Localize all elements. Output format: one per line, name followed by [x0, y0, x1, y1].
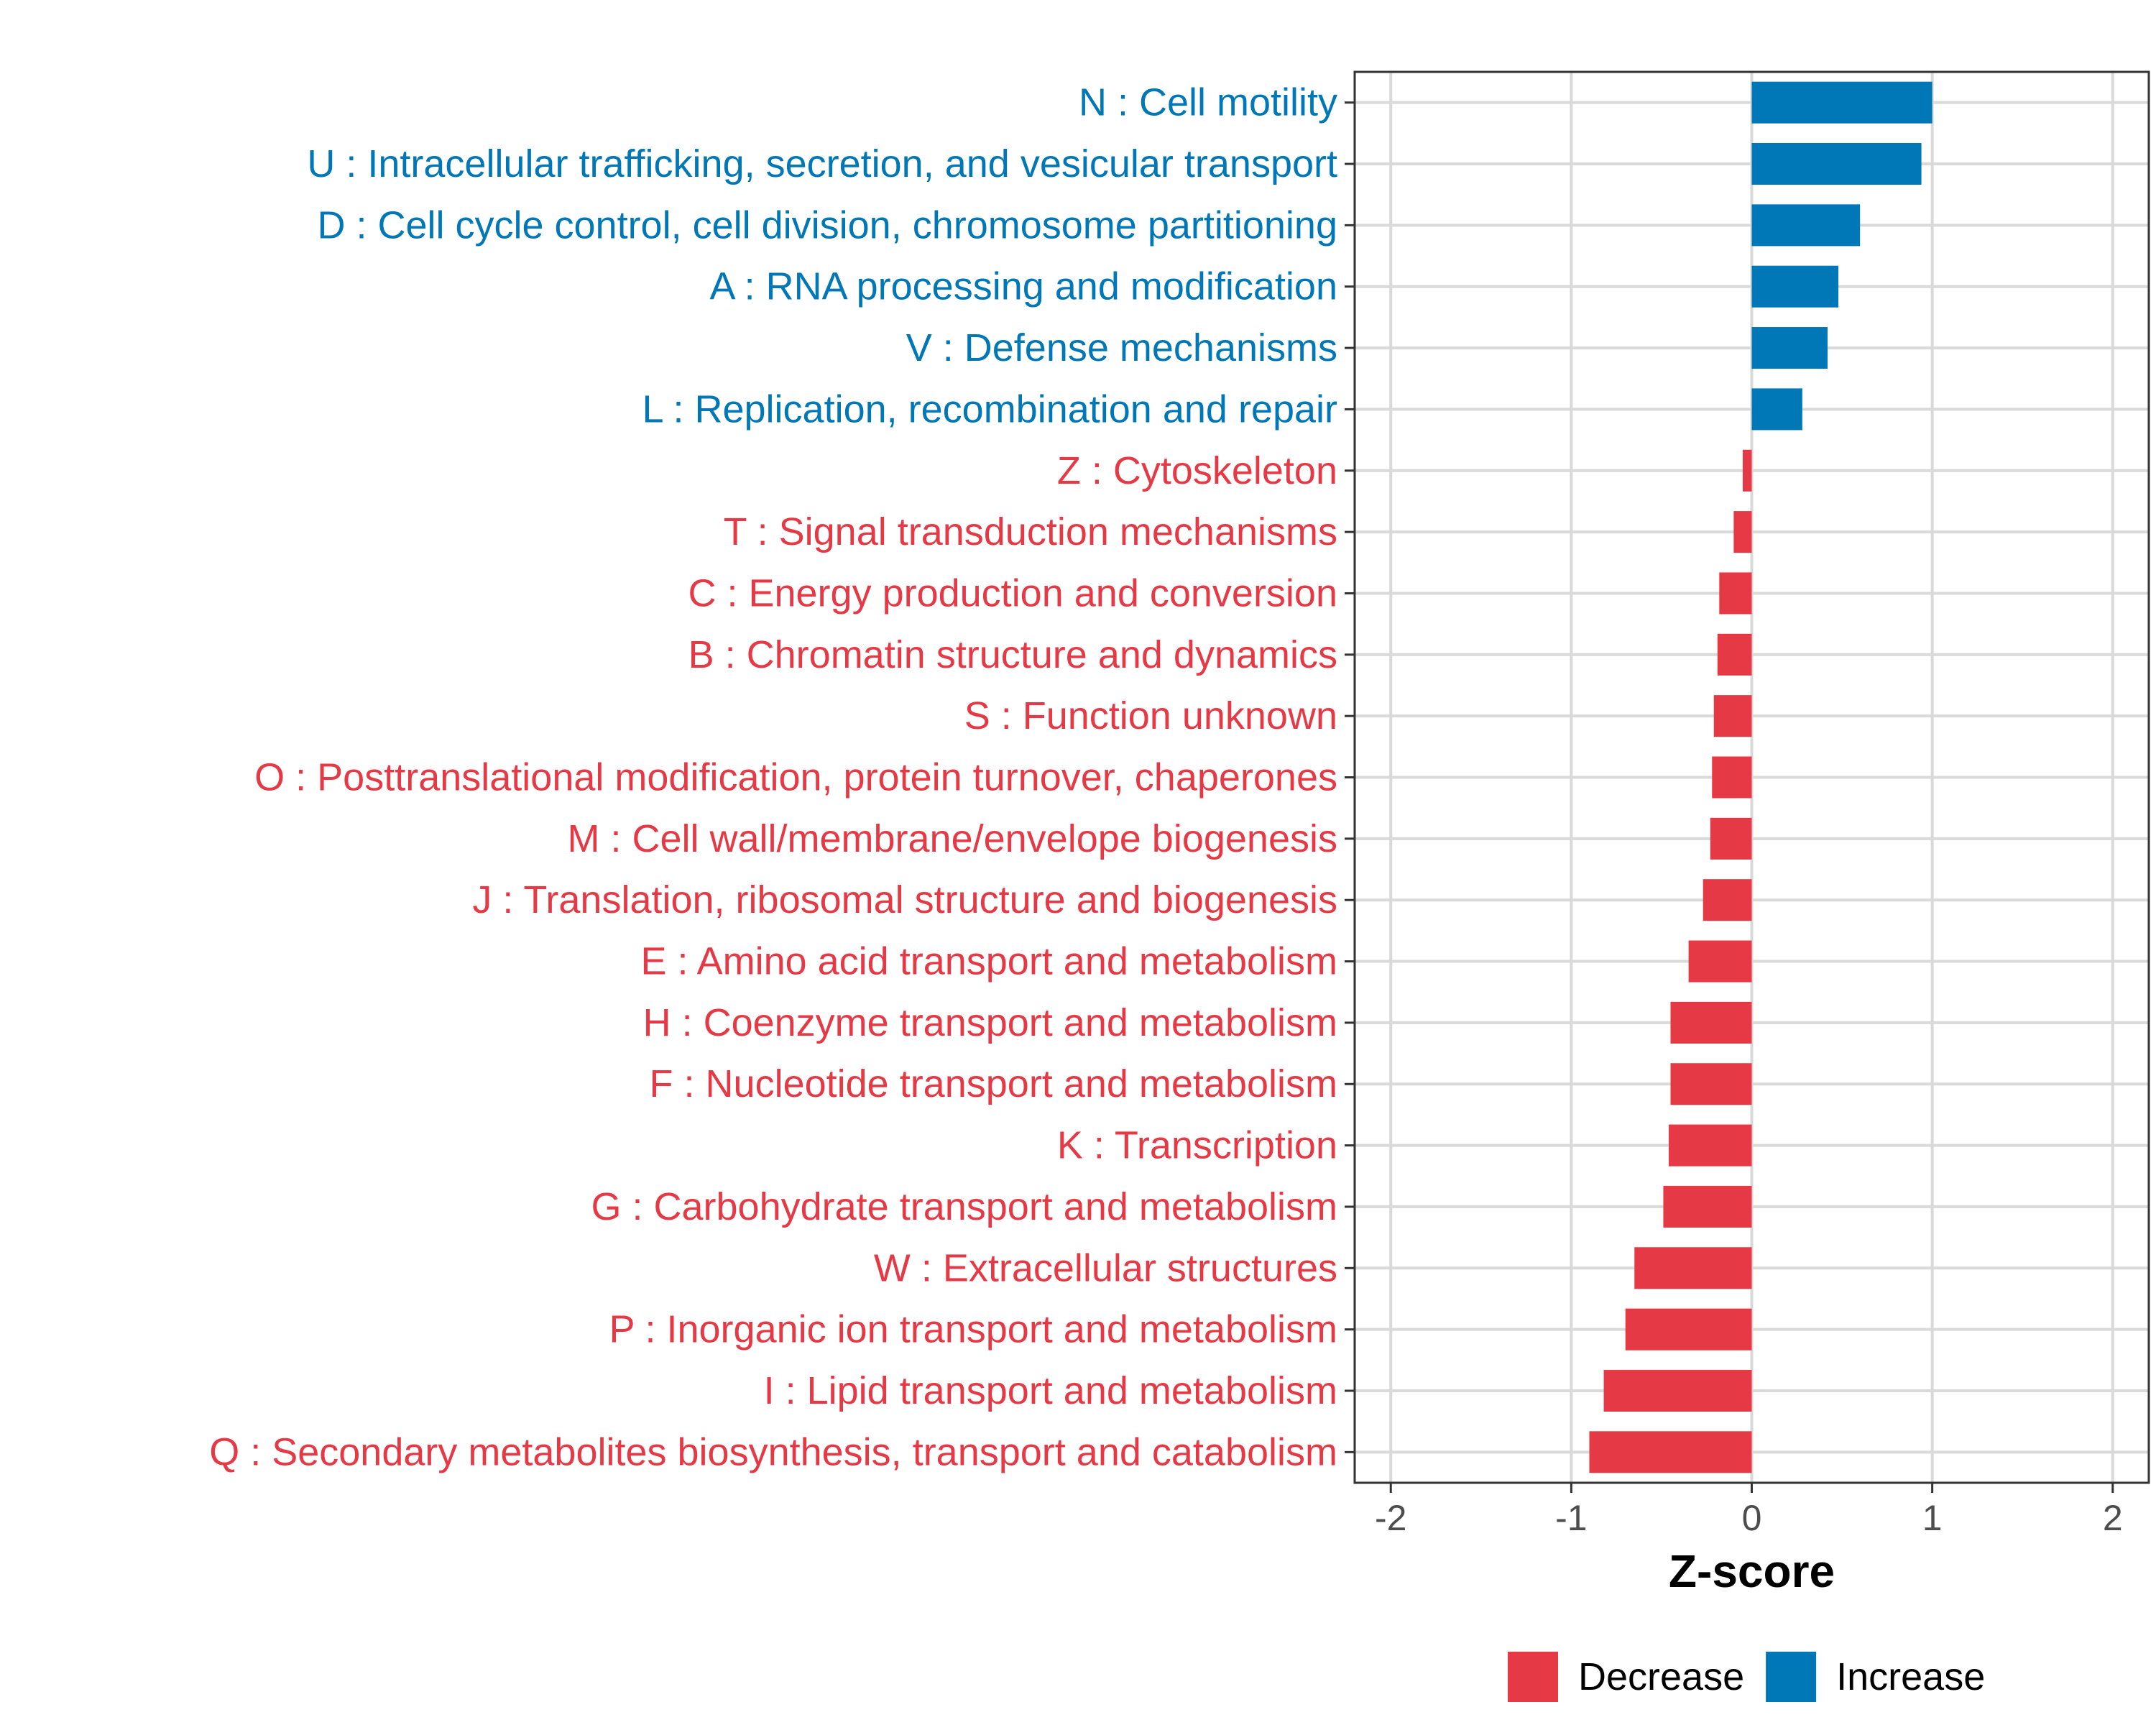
bar [1733, 511, 1752, 553]
bar [1751, 265, 1839, 308]
y-tick-label: E : Amino acid transport and metabolism [641, 940, 1337, 983]
y-tick-label: P : Inorganic ion transport and metaboli… [609, 1308, 1337, 1351]
y-tick-label: M : Cell wall/membrane/envelope biogenes… [567, 817, 1337, 860]
x-axis: -2 -1 0 1 2 [1375, 1483, 2123, 1538]
y-tick-label: U : Intracellular trafficking, secretion… [307, 142, 1337, 185]
y-tick-label: G : Carbohydrate transport and metabolis… [591, 1185, 1338, 1228]
y-tick-label: I : Lipid transport and metabolism [764, 1369, 1337, 1412]
x-tick-label: 0 [1742, 1498, 1762, 1538]
y-tick-label: D : Cell cycle control, cell division, c… [317, 203, 1337, 247]
x-axis-title: Z-score [1669, 1545, 1835, 1597]
bar [1751, 388, 1802, 431]
y-tick-label: K : Transcription [1057, 1124, 1337, 1167]
y-tick-label: V : Defense mechanisms [906, 326, 1337, 369]
x-tick-label: 1 [1922, 1498, 1943, 1538]
bar [1668, 1124, 1752, 1167]
legend: Decrease Increase [1508, 1652, 1985, 1702]
bar [1670, 1063, 1752, 1105]
legend-key [1766, 1652, 1817, 1702]
bar [1625, 1308, 1752, 1351]
bar [1589, 1431, 1752, 1473]
y-tick-label: T : Signal transduction mechanisms [724, 510, 1337, 553]
y-axis: N : Cell motility U : Intracellular traff… [209, 81, 1355, 1473]
y-tick-label: N : Cell motility [1079, 81, 1337, 124]
x-tick-label: -2 [1375, 1498, 1406, 1538]
bar [1742, 449, 1752, 492]
bar [1688, 940, 1752, 983]
bar [1603, 1369, 1752, 1412]
bar [1710, 817, 1752, 860]
y-tick-label: S : Function unknown [964, 694, 1337, 737]
bar [1713, 695, 1752, 737]
y-tick-label: B : Chromatin structure and dynamics [688, 633, 1337, 676]
y-tick-label: L : Replication, recombination and repai… [642, 387, 1337, 431]
bars [1589, 81, 1932, 1473]
bar [1712, 756, 1752, 799]
y-tick-label: Z : Cytoskeleton [1057, 449, 1337, 492]
y-tick-label: C : Energy production and conversion [688, 571, 1337, 615]
bar [1663, 1185, 1752, 1228]
bar [1717, 633, 1752, 676]
legend-label: Decrease [1578, 1655, 1744, 1698]
bar [1719, 572, 1752, 615]
x-tick-label: -1 [1555, 1498, 1587, 1538]
bar [1751, 81, 1932, 124]
y-tick-label: H : Coenzyme transport and metabolism [643, 1001, 1337, 1044]
bar [1703, 879, 1752, 921]
y-tick-label: A : RNA processing and modification [710, 265, 1337, 308]
y-tick-label: O : Posttranslational modification, prot… [254, 756, 1337, 799]
bar [1634, 1247, 1752, 1289]
legend-key [1508, 1652, 1558, 1702]
y-tick-label: W : Extracellular structures [874, 1246, 1337, 1289]
legend-label: Increase [1836, 1655, 1985, 1698]
bar [1751, 327, 1828, 369]
bar [1751, 143, 1922, 185]
y-tick-label: Q : Secondary metabolites biosynthesis, … [209, 1430, 1337, 1473]
bar [1751, 204, 1861, 247]
y-tick-label: F : Nucleotide transport and metabolism [650, 1062, 1337, 1105]
x-tick-label: 2 [2103, 1498, 2123, 1538]
bar [1670, 1001, 1752, 1044]
y-tick-label: J : Translation, ribosomal structure and… [472, 878, 1337, 921]
